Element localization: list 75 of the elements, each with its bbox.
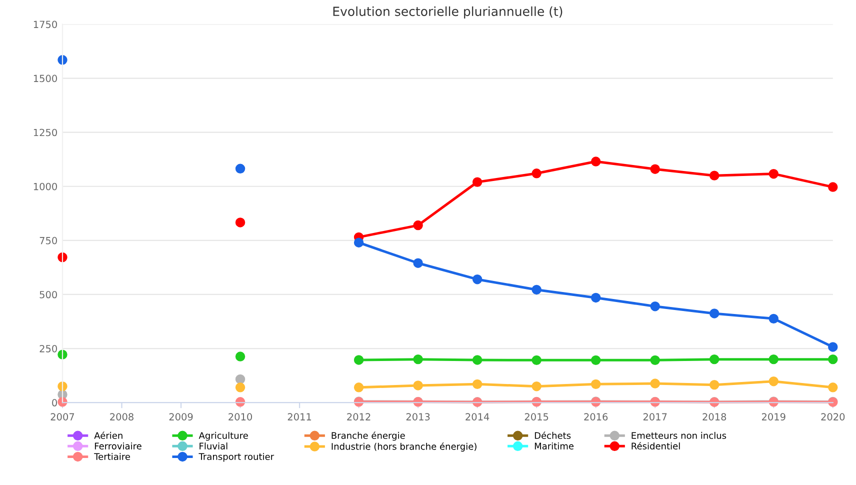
point (235, 164, 246, 174)
y-tick-label: 750 (40, 236, 57, 244)
point (590, 292, 601, 303)
x-tick-label: 2014 (466, 413, 490, 420)
point (413, 220, 423, 230)
legend-label: Aérien (94, 432, 122, 439)
point (472, 274, 482, 284)
point (650, 378, 660, 388)
point (235, 374, 246, 384)
y-tick-label: 500 (40, 290, 57, 298)
point (235, 382, 246, 392)
point (354, 382, 364, 392)
point (590, 156, 601, 166)
point (472, 355, 482, 365)
chart-title: Evolution sectorielle pluriannuelle (t) (333, 6, 562, 19)
point (532, 381, 542, 392)
point (710, 354, 720, 364)
point (532, 168, 542, 178)
point (413, 380, 423, 390)
point (354, 238, 364, 248)
y-tick-label: 1000 (34, 182, 57, 190)
x-tick-label: 2007 (50, 413, 74, 420)
legend-label: Industrie (hors branche énergie) (332, 442, 476, 452)
legend-label: Emetteurs non inclus (632, 432, 726, 439)
point (413, 258, 423, 268)
x-tick-label: 2016 (584, 413, 608, 420)
point (828, 342, 838, 352)
legend-label: Maritime (534, 442, 574, 450)
x-tick-label: 2013 (406, 413, 430, 420)
y-tick-label: 1250 (34, 128, 57, 136)
y-tick-label: 0 (52, 399, 57, 406)
point (828, 354, 838, 364)
x-tick-label: 2015 (524, 413, 548, 420)
point (768, 376, 778, 386)
point (828, 382, 838, 392)
x-tick-label: 2018 (702, 413, 726, 420)
point (235, 218, 246, 228)
x-tick-label: 2011 (288, 413, 312, 420)
point (710, 380, 720, 390)
point (768, 354, 778, 364)
point (768, 168, 778, 179)
y-tick-label: 250 (40, 344, 57, 352)
y-tick-label: 1500 (34, 74, 57, 82)
point (354, 355, 364, 365)
legend-label: Fluvial (200, 442, 228, 450)
point (768, 314, 778, 324)
point (590, 355, 601, 366)
legend-label: Ferroviaire (94, 442, 142, 450)
point (590, 379, 601, 390)
point (650, 355, 660, 366)
legend-label: Agriculture (198, 432, 248, 441)
point (710, 308, 720, 318)
x-tick-label: 2010 (228, 413, 252, 420)
legend-label: Résidentiel (632, 442, 680, 450)
point (710, 170, 720, 180)
x-tick-label: 2009 (169, 413, 193, 420)
point (532, 284, 542, 295)
legend-label: Déchets (534, 432, 571, 439)
point (650, 164, 660, 174)
legend-label: Transport routier (198, 453, 274, 462)
point (532, 355, 542, 366)
point (235, 352, 246, 362)
point (828, 182, 838, 192)
x-tick-label: 2008 (110, 413, 134, 420)
x-tick-label: 2012 (347, 413, 370, 420)
point (472, 379, 482, 390)
x-tick-label: 2019 (762, 413, 786, 420)
point (472, 177, 482, 187)
legend-label: Tertiaire (94, 453, 130, 460)
point (650, 301, 660, 312)
y-tick-label: 1750 (34, 20, 57, 28)
x-tick-label: 2020 (821, 413, 845, 420)
legend-label: Branche énergie (332, 432, 405, 441)
x-tick-label: 2017 (643, 413, 667, 420)
point (413, 354, 423, 364)
